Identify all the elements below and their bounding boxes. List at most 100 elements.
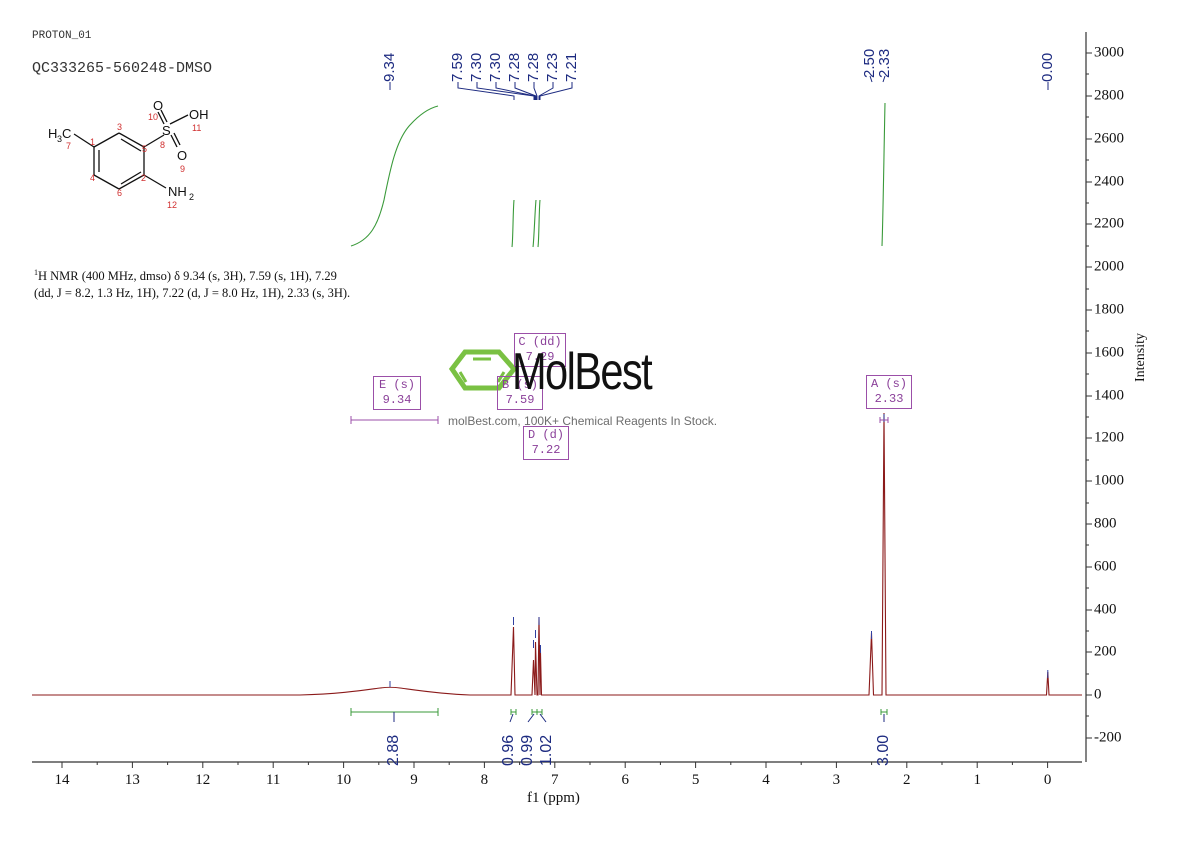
y-tick-label: -200 (1094, 729, 1122, 746)
multiplet-box-e: E (s) 9.34 (373, 376, 421, 410)
nmr-description-line2: (dd, J = 8.2, 1.3 Hz, 1H), 7.22 (d, J = … (34, 286, 351, 301)
multiplet-box-b: B (s) 7.59 (497, 376, 543, 410)
x-axis-title: f1 (ppm) (527, 790, 580, 806)
y-tick-label: 2400 (1094, 173, 1124, 190)
y-axis-title: Intensity (1133, 333, 1148, 382)
y-tick-label: 2200 (1094, 215, 1124, 232)
peak-label: 7.21 (563, 52, 580, 82)
svg-text:3: 3 (117, 122, 122, 132)
peak-label: 7.23 (544, 52, 561, 82)
multiplet-box-c: C (dd) 7.29 (514, 333, 566, 367)
svg-text:H: H (48, 126, 57, 141)
x-tick-label: 12 (195, 772, 211, 788)
y-tick-label: 200 (1094, 643, 1117, 660)
multiplet-box-a: A (s) 2.33 (866, 375, 912, 409)
integral-curves (350, 102, 886, 248)
svg-text:OH: OH (189, 107, 209, 122)
peak-label: 7.59 (449, 52, 466, 82)
x-tick-label: 7 (551, 772, 559, 788)
peak-label: 7.28 (506, 52, 523, 82)
x-tick-label: 2 (903, 772, 911, 788)
sample-id: QC333265-560248-DMSO (32, 60, 213, 77)
svg-text:O: O (177, 148, 187, 163)
x-tick-label: 14 (54, 772, 70, 788)
spectrum-trace (32, 412, 1082, 696)
integral-brackets (350, 708, 888, 716)
x-tick-label: 9 (410, 772, 418, 788)
integral-value: 1.02 (538, 734, 555, 766)
svg-text:8: 8 (160, 140, 165, 150)
integral-value: 0.99 (519, 734, 536, 766)
superscript: 1 (34, 268, 38, 277)
multiplet-shift: 7.22 (531, 443, 561, 457)
y-tick-label: 1400 (1094, 387, 1124, 404)
svg-text:7: 7 (66, 141, 71, 151)
y-tick-label: 1800 (1094, 301, 1124, 318)
svg-text:2: 2 (141, 173, 146, 183)
multiplet-label: B (s) (501, 378, 538, 392)
svg-text:4: 4 (90, 173, 95, 183)
x-tick-label: 10 (336, 772, 352, 788)
y-tick-label: 2800 (1094, 87, 1124, 104)
y-tick-label: 2600 (1094, 130, 1124, 147)
x-tick-label: 3 (832, 772, 841, 788)
svg-text:12: 12 (167, 200, 177, 210)
svg-text:5: 5 (142, 144, 147, 154)
svg-text:11: 11 (192, 123, 201, 133)
svg-text:O: O (153, 98, 163, 113)
multiplet-label: D (d) (527, 428, 564, 442)
svg-text:NH: NH (168, 184, 187, 199)
svg-text:10: 10 (148, 112, 158, 122)
peak-label: 7.30 (487, 52, 504, 82)
molbest-logo-icon (448, 349, 518, 391)
y-tick-label: 400 (1094, 601, 1117, 618)
svg-text:2: 2 (189, 192, 194, 202)
multiplet-label: C (dd) (518, 335, 562, 349)
multiplet-shift: 9.34 (382, 393, 412, 407)
peak-label: 0.00 (1039, 52, 1056, 82)
peak-label: 9.34 (381, 52, 398, 82)
multiplet-bars (350, 416, 889, 424)
svg-text:3: 3 (57, 134, 62, 144)
y-tick-label: 0 (1094, 686, 1102, 703)
y-tick-label: 1600 (1094, 344, 1124, 361)
svg-text:S: S (162, 123, 171, 138)
multiplet-label: E (s) (378, 378, 415, 392)
peak-label: 7.30 (468, 52, 485, 82)
x-tick-label: 6 (621, 772, 629, 788)
svg-text:9: 9 (180, 164, 185, 174)
svg-text:6: 6 (117, 188, 122, 198)
x-tick-label: 13 (124, 772, 140, 788)
multiplet-shift: 7.59 (505, 393, 535, 407)
svg-text:1: 1 (90, 137, 95, 147)
y-tick-label: 2000 (1094, 258, 1124, 275)
y-tick-label: 1200 (1094, 429, 1124, 446)
multiplet-shift: 2.33 (874, 392, 904, 406)
integral-value: 0.96 (500, 734, 517, 766)
multiplet-box-d: D (d) 7.22 (523, 426, 569, 460)
nmr-description-line1: H NMR (400 MHz, dmso) δ 9.34 (s, 3H), 7.… (38, 269, 337, 284)
x-tick-label: 11 (265, 772, 281, 788)
x-tick-label: 1 (973, 772, 981, 788)
watermark-tagline: molBest.com, 100K+ Chemical Reagents In … (448, 414, 718, 428)
y-axis-ticks (1086, 52, 1092, 739)
x-tick-label: 8 (480, 772, 489, 788)
multiplet-shift: 7.29 (525, 350, 555, 364)
y-tick-label: 3000 (1094, 44, 1124, 61)
peak-label-connectors (389, 75, 1049, 100)
x-tick-label: 5 (691, 772, 700, 788)
experiment-label: PROTON_01 (32, 30, 92, 42)
x-tick-label: 4 (762, 772, 770, 788)
integral-value: 3.00 (875, 734, 892, 766)
peak-label: 7.28 (525, 52, 542, 82)
integral-leaders (393, 712, 885, 723)
watermark-brand: MolBest (512, 343, 653, 401)
peak-markers (389, 414, 1049, 687)
y-tick-label: 600 (1094, 558, 1117, 575)
x-axis-ticks (61, 762, 1049, 768)
integral-value: 2.88 (385, 734, 402, 766)
peak-label: 2.33 (876, 48, 893, 78)
